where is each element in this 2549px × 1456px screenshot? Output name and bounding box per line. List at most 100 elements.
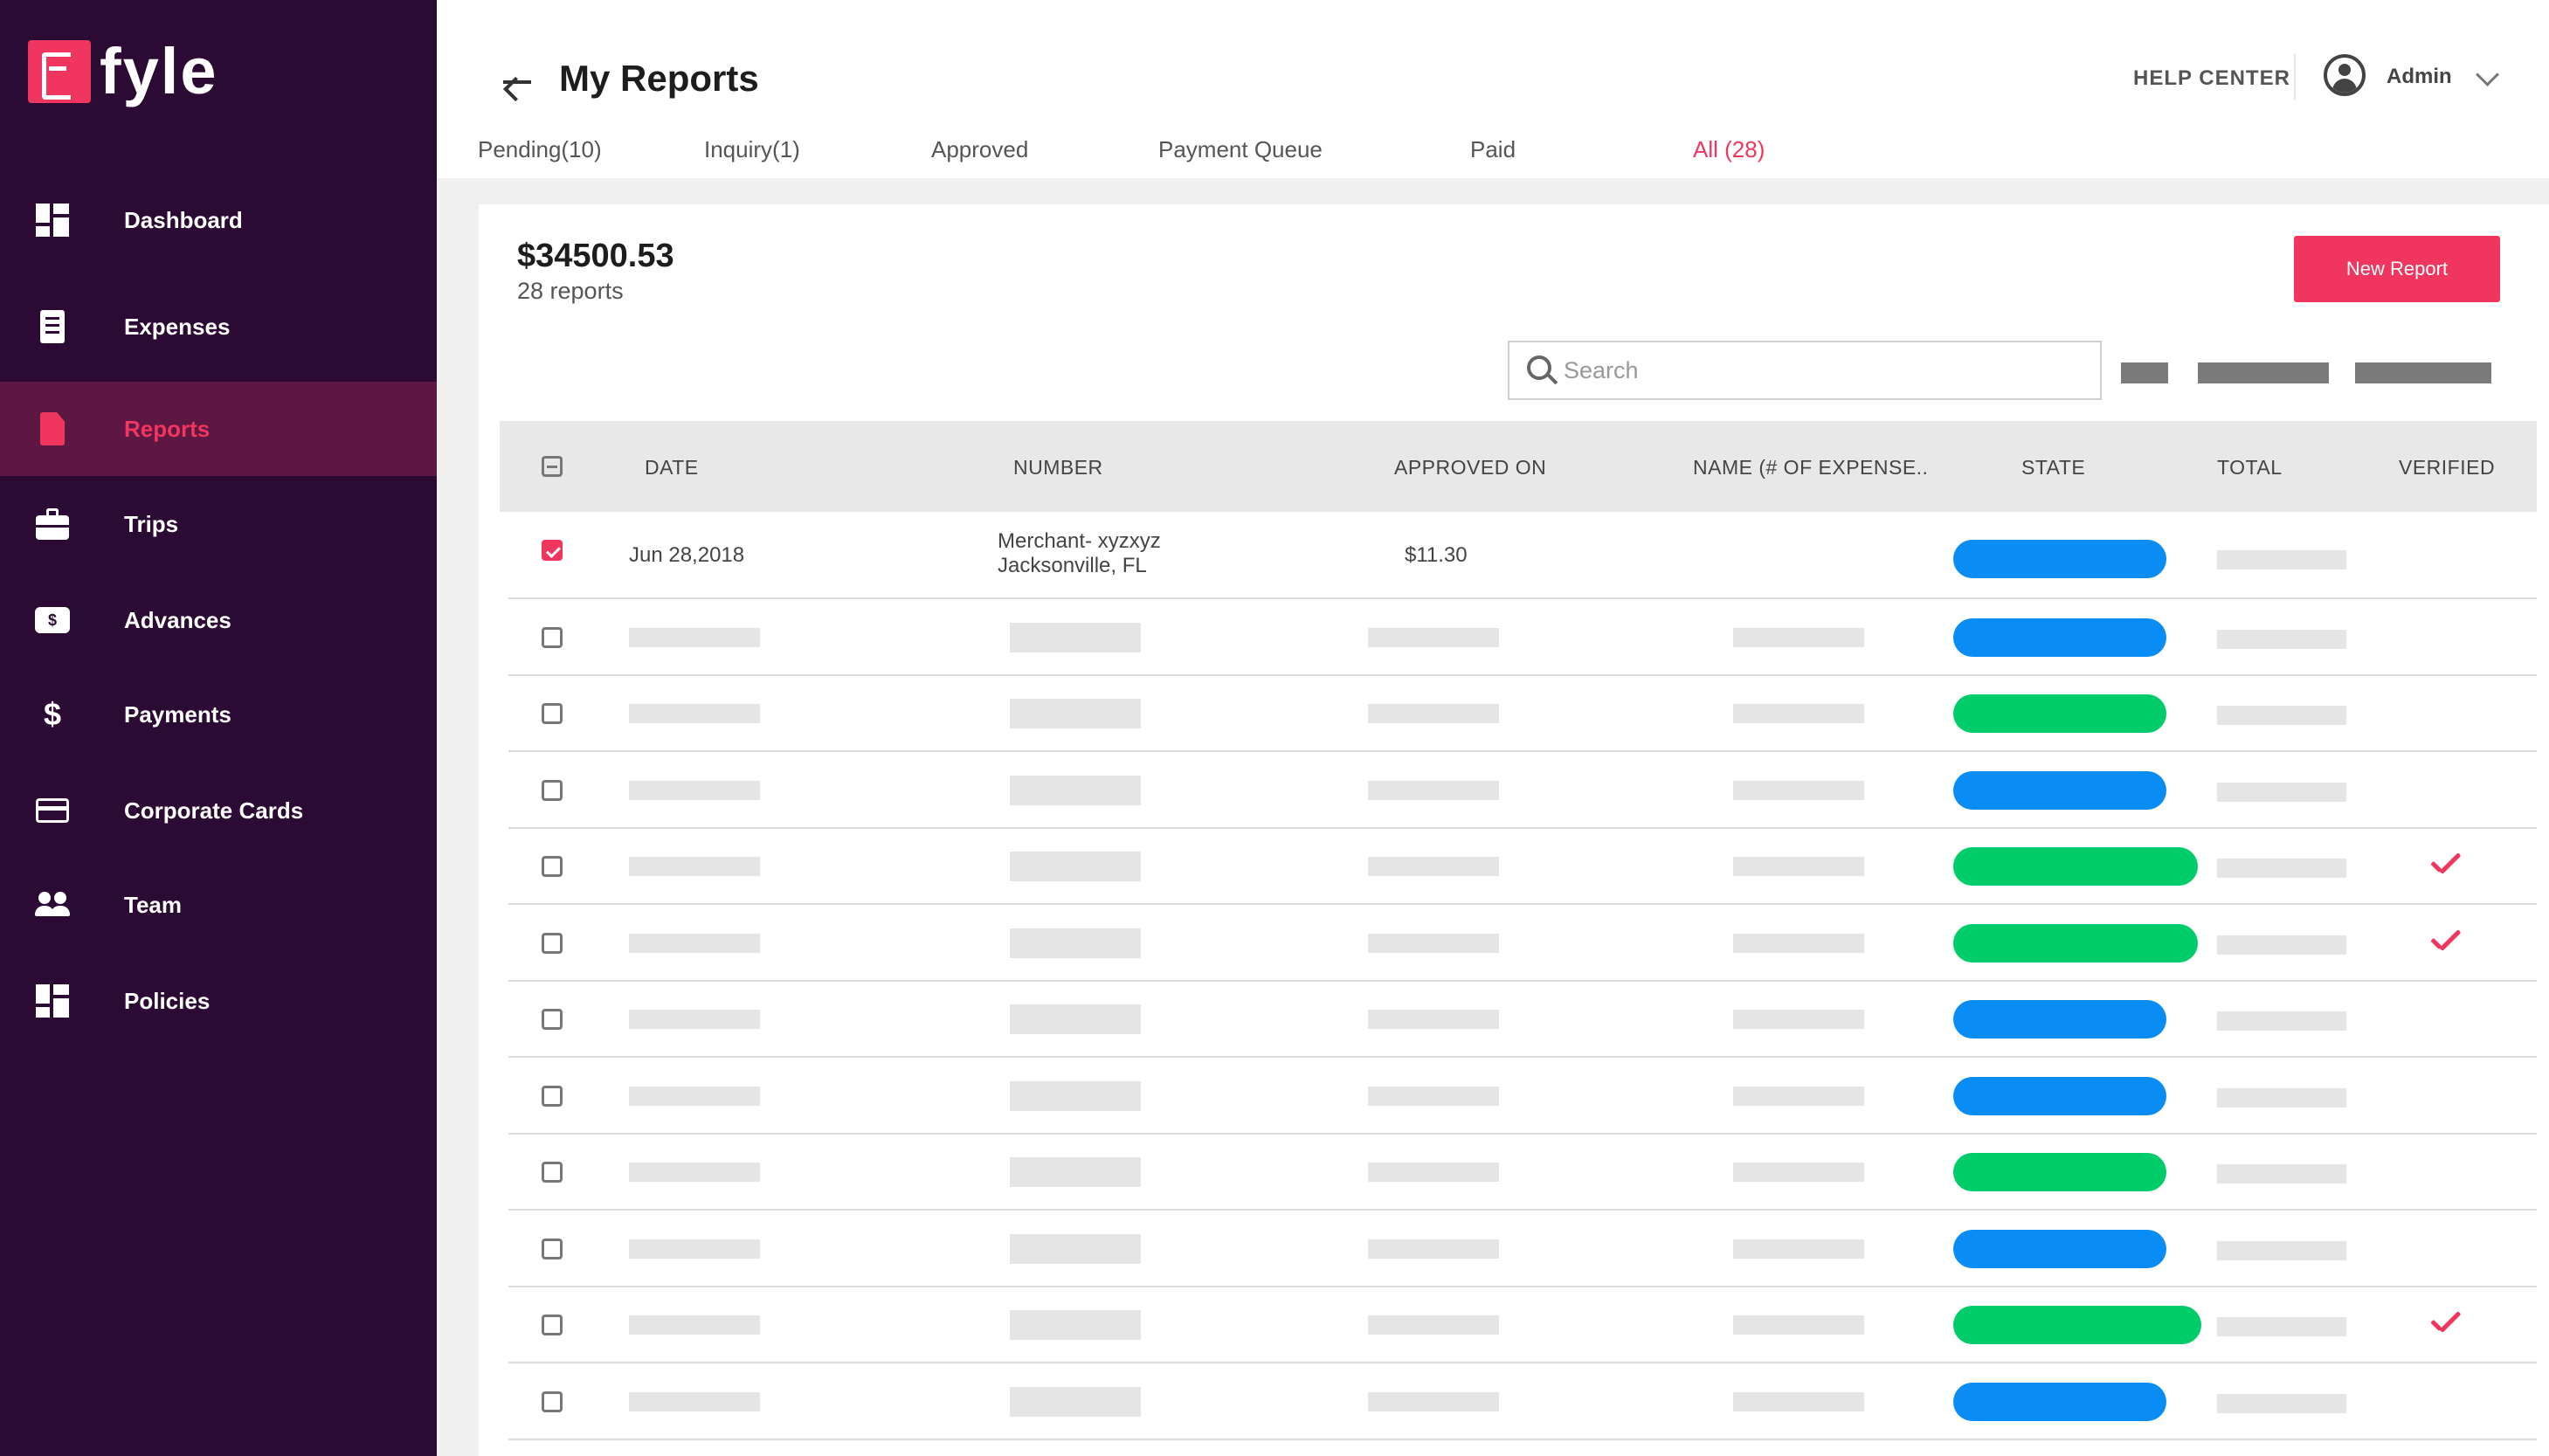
- chevron-down-icon[interactable]: [2476, 63, 2499, 86]
- new-report-button[interactable]: New Report: [2294, 236, 2500, 302]
- tab-approved[interactable]: Approved: [931, 136, 1029, 162]
- row-name-placeholder: [1733, 1010, 1864, 1030]
- row-total-placeholder: [2217, 1240, 2346, 1260]
- column-header-approved-on[interactable]: APPROVED ON: [1394, 456, 1547, 479]
- row-number-placeholder: [1010, 1386, 1141, 1417]
- sidebar-item-reports[interactable]: Reports: [0, 382, 437, 476]
- dollar-icon: $: [43, 696, 62, 732]
- tab-inquiry[interactable]: Inquiry(1): [704, 136, 800, 162]
- report-count: 28 reports: [517, 278, 624, 304]
- header-divider: [2294, 54, 2296, 100]
- credit-card-icon: [35, 793, 70, 828]
- row-number-line1: Merchant- xyzxyz: [998, 529, 1161, 553]
- row-checkbox[interactable]: [542, 703, 563, 725]
- row-name-placeholder: [1733, 1086, 1864, 1106]
- tab-all[interactable]: All (28): [1693, 136, 1765, 162]
- sidebar-item-advances[interactable]: $ Advances: [0, 573, 437, 667]
- row-total-placeholder: [2217, 1164, 2346, 1184]
- row-state-badge: [1953, 618, 2166, 657]
- row-checkbox[interactable]: [542, 932, 563, 954]
- logo-text: fyle: [100, 35, 218, 107]
- sidebar-item-label: Reports: [124, 415, 211, 442]
- search-icon: [1527, 355, 1557, 385]
- help-center-link[interactable]: HELP CENTER: [2133, 66, 2290, 90]
- tab-paid[interactable]: Paid: [1470, 136, 1516, 162]
- row-checkbox[interactable]: [542, 856, 563, 878]
- row-number-placeholder: [1010, 1004, 1141, 1035]
- row-approved-placeholder: [1368, 857, 1499, 877]
- row-total-placeholder: [2217, 550, 2346, 569]
- avatar-icon[interactable]: [2324, 54, 2366, 96]
- row-name-placeholder: [1733, 1163, 1864, 1183]
- row-approved-placeholder: [1368, 1315, 1499, 1335]
- column-header-number[interactable]: NUMBER: [1013, 456, 1103, 479]
- report-icon: [35, 411, 70, 446]
- sidebar-item-team[interactable]: Team: [0, 858, 437, 952]
- row-approved-placeholder: [1368, 1010, 1499, 1030]
- sidebar-item-trips[interactable]: Trips: [0, 477, 437, 571]
- tab-pending[interactable]: Pending(10): [478, 136, 602, 162]
- row-approved-on: $11.30: [1405, 543, 1468, 567]
- row-state-badge: [1953, 1076, 2166, 1115]
- row-divider: [508, 597, 2537, 599]
- tab-payment-queue[interactable]: Payment Queue: [1158, 136, 1323, 162]
- row-date-placeholder: [629, 857, 760, 877]
- sidebar-item-label: Trips: [124, 510, 179, 537]
- toolbar-action-1[interactable]: [2121, 362, 2168, 383]
- row-checkbox[interactable]: [542, 1009, 563, 1031]
- sidebar-item-payments[interactable]: $ Payments: [0, 667, 437, 762]
- back-arrow-icon[interactable]: [498, 65, 533, 100]
- row-name-placeholder: [1733, 627, 1864, 647]
- column-header-date[interactable]: DATE: [645, 456, 699, 479]
- row-date-placeholder: [629, 1010, 760, 1030]
- row-date-placeholder: [629, 627, 760, 647]
- row-approved-placeholder: [1368, 627, 1499, 647]
- search-input[interactable]: [1562, 355, 2090, 385]
- row-date-placeholder: [629, 1163, 760, 1183]
- toolbar-action-3[interactable]: [2355, 362, 2491, 383]
- row-date: Jun 28,2018: [629, 543, 745, 567]
- row-checkbox[interactable]: [542, 626, 563, 648]
- row-checkbox[interactable]: [542, 1390, 563, 1412]
- toolbar-action-2[interactable]: [2198, 362, 2329, 383]
- row-checkbox[interactable]: [542, 1238, 563, 1259]
- sidebar-item-expenses[interactable]: Expenses: [0, 279, 437, 374]
- logo[interactable]: fyle: [28, 35, 218, 107]
- sidebar-item-dashboard[interactable]: Dashboard: [0, 173, 437, 267]
- row-state-badge: [1953, 1382, 2166, 1421]
- column-header-verified[interactable]: VERIFIED: [2399, 456, 2496, 479]
- row-approved-placeholder: [1368, 704, 1499, 724]
- sidebar-item-policies[interactable]: Policies: [0, 954, 437, 1048]
- sidebar-item-corporate-cards[interactable]: Corporate Cards: [0, 763, 437, 858]
- verified-check-icon: [2427, 1311, 2460, 1337]
- row-checkbox[interactable]: [542, 1315, 563, 1336]
- row-total-placeholder: [2217, 935, 2346, 955]
- receipt-icon: [35, 309, 70, 344]
- briefcase-icon: [35, 507, 70, 542]
- row-state-badge: [1953, 1306, 2201, 1345]
- row-checkbox[interactable]: [542, 1162, 563, 1183]
- row-checkbox[interactable]: [542, 779, 563, 801]
- row-checkbox[interactable]: [542, 540, 563, 561]
- row-divider: [508, 750, 2537, 752]
- logo-mark-icon: [28, 40, 91, 103]
- content-separator: [437, 178, 2549, 204]
- row-number-placeholder: [1010, 622, 1141, 652]
- row-total-placeholder: [2217, 1393, 2346, 1413]
- search-box[interactable]: [1508, 341, 2102, 400]
- page-title: My Reports: [559, 58, 759, 99]
- column-header-total[interactable]: TOTAL: [2217, 456, 2283, 479]
- row-date-placeholder: [629, 1391, 760, 1411]
- sidebar-item-label: Payments: [124, 700, 231, 728]
- row-state-badge: [1953, 923, 2198, 963]
- row-checkbox[interactable]: [542, 1085, 563, 1107]
- sidebar-item-label: Team: [124, 891, 182, 918]
- select-all-checkbox[interactable]: [542, 456, 563, 477]
- row-name-placeholder: [1733, 1239, 1864, 1259]
- row-total-placeholder: [2217, 1011, 2346, 1032]
- column-header-name[interactable]: NAME (# OF EXPENSE..: [1693, 456, 1929, 479]
- row-divider: [508, 1362, 2537, 1363]
- column-header-state[interactable]: STATE: [2021, 456, 2086, 479]
- row-number-placeholder: [1010, 928, 1141, 958]
- user-name[interactable]: Admin: [2387, 65, 2452, 88]
